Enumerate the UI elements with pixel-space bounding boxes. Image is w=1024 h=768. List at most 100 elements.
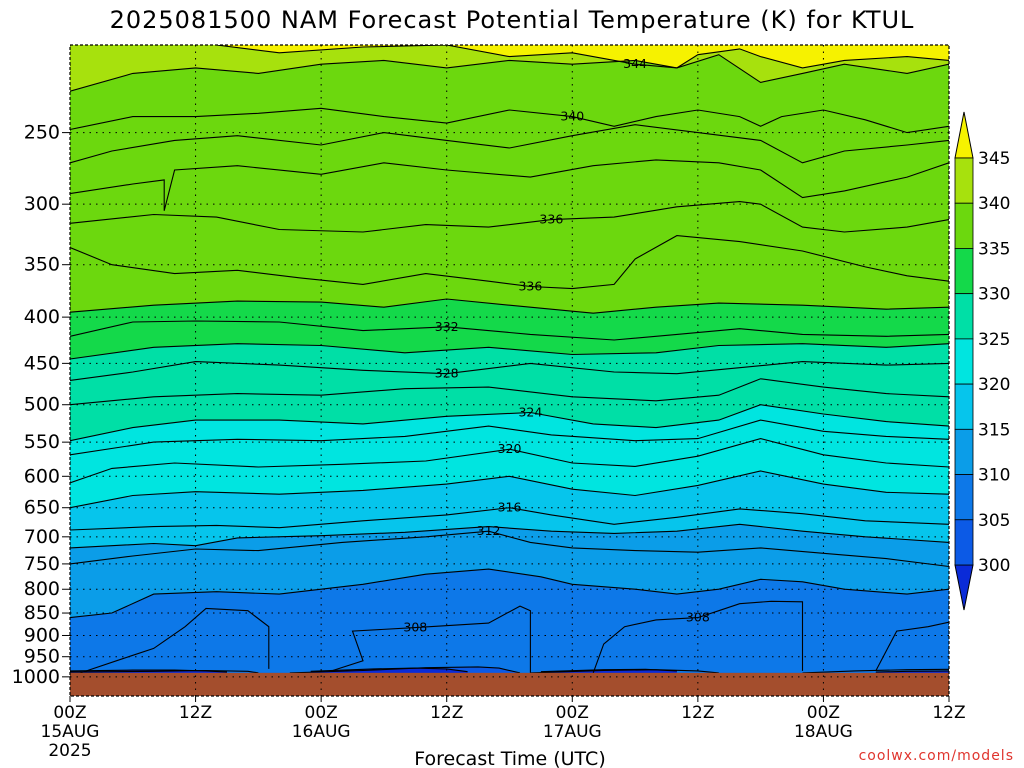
contour-308-10 (592, 600, 804, 674)
contour-322-18 (70, 419, 949, 456)
plot-area (70, 45, 949, 696)
contour-320-17 (70, 438, 949, 484)
x-tick-date: 18AUG (794, 722, 853, 742)
contour-label: 336 (539, 212, 563, 227)
x-axis-label: Forecast Time (UTC) (414, 748, 605, 768)
y-axis-ticks: 2503003504004505005506006507007508008509… (12, 122, 70, 688)
contour-314-14 (70, 523, 949, 549)
y-tick-label: 250 (24, 122, 60, 144)
x-tick-label: 00Z (53, 703, 86, 723)
y-tick-label: 900 (24, 624, 60, 646)
grid-lines (70, 45, 949, 696)
filled-theta-bands (70, 45, 949, 696)
y-tick-label: 800 (24, 578, 60, 600)
contour-310-12 (70, 568, 949, 619)
contour-label: 344 (623, 56, 647, 71)
contour-332-23 (70, 320, 949, 341)
colorbar-swatch (954, 338, 974, 385)
contour-306-6 (530, 669, 719, 674)
contour-312-13 (70, 530, 949, 568)
contour-344-31 (216, 45, 949, 69)
x-tick-date: 15AUG (41, 722, 100, 742)
colorbar-tick-label: 325 (978, 330, 1010, 350)
contour-306-7 (802, 668, 949, 674)
colorbar: 345 340 335 330 325 320 315 310 305 300 (954, 111, 1010, 611)
colorbar-swatch (954, 248, 974, 295)
x-tick-date: 17AUG (543, 722, 602, 742)
colorbar-arrow-top (954, 111, 974, 159)
y-tick-label: 400 (24, 306, 60, 328)
x-tick-label: 00Z (807, 703, 840, 723)
colorbar-swatch (954, 202, 974, 249)
band-8 (70, 569, 949, 696)
contour-label: 336 (518, 279, 542, 294)
y-tick-label: 1000 (12, 666, 60, 688)
y-tick-label: 550 (24, 431, 60, 453)
colorbar-tick-label: 300 (978, 556, 1010, 576)
colorbar-tick-label: 340 (978, 194, 1010, 214)
contour-label: 324 (518, 404, 542, 419)
x-tick-label: 12Z (179, 703, 212, 723)
colorbar-tick-label: 315 (978, 420, 1010, 440)
colorbar-swatch (954, 428, 974, 475)
colorbar-swatch (954, 474, 974, 521)
contour-324-19 (70, 404, 949, 442)
colorbar-tick-label: 310 (978, 466, 1010, 486)
colorbar-swatch (954, 293, 974, 340)
y-tick-label: 700 (24, 526, 60, 548)
y-tick-label: 300 (24, 193, 60, 215)
contour-label: 308 (686, 610, 710, 625)
y-tick-label: 750 (24, 553, 60, 575)
contour-label: 308 (403, 620, 427, 635)
contour-308-11 (875, 621, 949, 672)
colorbar-tick-label: 335 (978, 239, 1010, 259)
y-tick-label: 950 (24, 646, 60, 668)
credit-text: coolwx.com/models (859, 748, 1014, 764)
y-tick-label: 500 (24, 394, 60, 416)
colorbar-tick-label: 305 (978, 511, 1010, 531)
x-tick-label: 00Z (556, 703, 589, 723)
y-tick-label: 650 (24, 497, 60, 519)
contour-label: 332 (435, 319, 459, 334)
contour-306-4 (70, 669, 259, 674)
x-tick-label: 00Z (305, 703, 338, 723)
contour-label: 340 (560, 109, 584, 124)
x-tick-label: 12Z (681, 703, 714, 723)
contour-316-15 (70, 507, 949, 531)
contour-342-30 (70, 54, 949, 92)
x-tick-label: 12Z (932, 703, 965, 723)
contour-label: 320 (498, 441, 522, 456)
x-tick-year: 2025 (48, 741, 91, 761)
contour-label: 316 (498, 500, 522, 515)
y-tick-label: 450 (24, 352, 60, 374)
contour-338-27 (70, 159, 949, 211)
colorbar-arrow-bottom (954, 564, 974, 611)
contour-308-9 (331, 605, 531, 673)
contour-lines (70, 45, 949, 674)
colorbar-tick-label: 320 (978, 375, 1010, 395)
contour-337-26 (70, 201, 949, 233)
contour-318-16 (70, 470, 949, 509)
colorbar-swatch (954, 519, 974, 566)
y-tick-label: 850 (24, 602, 60, 624)
contour-306-5 (289, 666, 521, 674)
colorbar-tick-label: 345 (978, 149, 1010, 169)
contour-304-3 (875, 670, 949, 673)
contour-334-24 (70, 298, 949, 314)
contour-328-21 (70, 361, 949, 381)
colorbar-swatch (954, 383, 974, 430)
chart-title: 2025081500 NAM Forecast Potential Temper… (110, 6, 915, 34)
colorbar-tick-label: 330 (978, 285, 1010, 305)
contour-304-0 (70, 669, 228, 673)
contour-label: 328 (435, 366, 459, 381)
colorbar-swatch (954, 157, 974, 204)
contour-330-22 (70, 343, 949, 360)
y-tick-label: 600 (24, 465, 60, 487)
contour-336-25 (70, 235, 949, 290)
contour-label: 312 (477, 523, 501, 538)
surface-ground (70, 672, 949, 696)
y-tick-label: 350 (24, 254, 60, 276)
x-tick-date: 16AUG (292, 722, 351, 742)
